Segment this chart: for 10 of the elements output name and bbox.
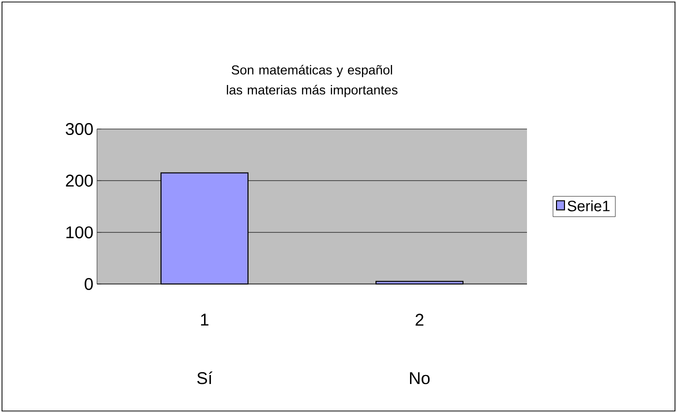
text: Sí [197, 371, 212, 384]
y-tick-label: 100 [66, 226, 93, 238]
chart-title: Son matemáticas y español las materias más importantes [226, 64, 398, 98]
y-tick-label: 0 [84, 278, 93, 290]
y-tick-label: 200 [66, 174, 93, 187]
legend-label: Serie1 [568, 200, 610, 212]
x-tick-label: 2 [416, 314, 424, 326]
y-tick-label: 300 [66, 122, 93, 136]
x-tick-label: 1 [201, 314, 208, 326]
text: No [410, 372, 430, 384]
